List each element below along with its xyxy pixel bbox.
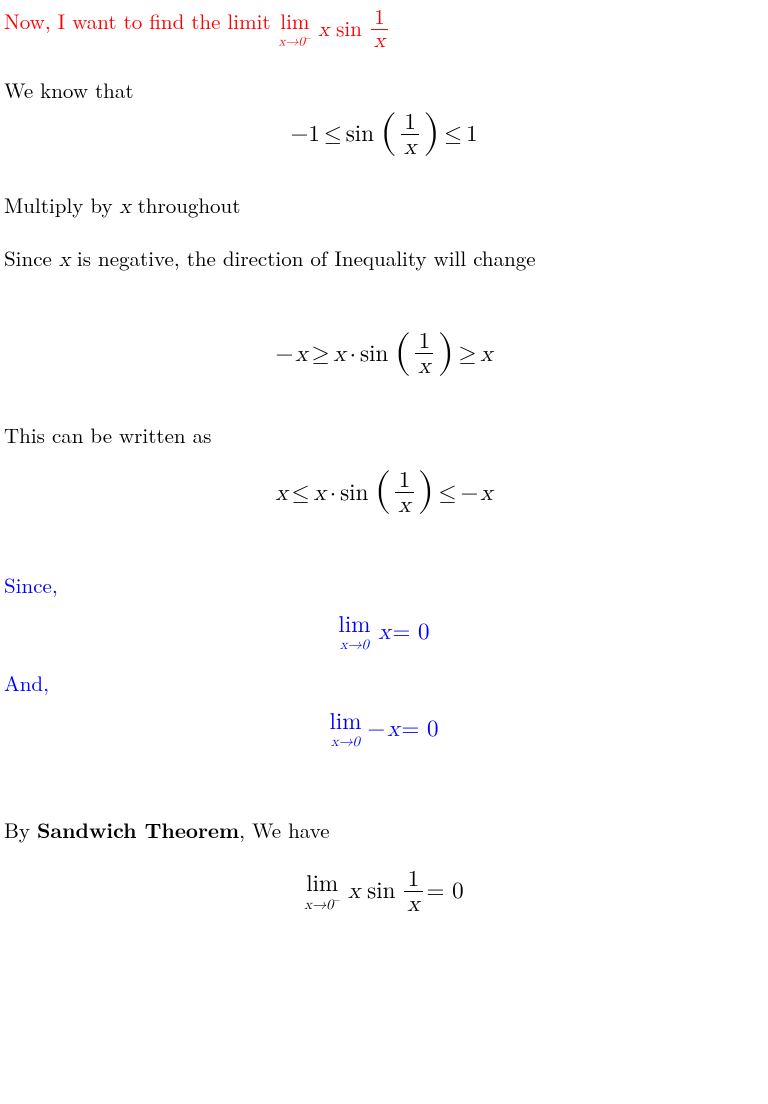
intro-text: Now, I want to find the limit <box>4 6 278 36</box>
line-since: Since, <box>4 572 764 599</box>
eq-le-ineq: x ≤ x · sin ( 1 x ) ≤ −x <box>4 469 764 518</box>
eq-lim-negx: lim x→0 −x = 0 <box>4 703 764 749</box>
line-we-know: We know that <box>4 77 764 104</box>
line-multiply: Multiply by x throughout <box>4 192 764 221</box>
line-and: And, <box>4 670 764 697</box>
eq-lim-x: lim x→0 x = 0 <box>4 606 764 652</box>
line-intro: Now, I want to find the limit lim x→0− x… <box>4 8 764 53</box>
intro-limit-expr: lim x→0− x sin 1 x <box>278 8 391 53</box>
line-since-neg: Since x is negative, the direction of In… <box>4 245 764 274</box>
eq-final: lim x→0− x sin 1 x = 0 <box>4 865 764 917</box>
lim-symbol: lim x→0− <box>279 13 311 48</box>
eq-reversed-ineq: −x ≥ x · sin ( 1 x ) ≥ x <box>4 330 764 379</box>
line-written-as: This can be written as <box>4 422 764 449</box>
line-sandwich: By Sandwich Theorem, We have <box>4 817 764 844</box>
sandwich-theorem-label: Sandwich Theorem <box>37 815 239 845</box>
eq-bound-sin: −1 ≤ sin ( 1 x ) ≤ 1 <box>4 111 764 160</box>
frac-1-over-x: 1 x <box>369 8 390 53</box>
